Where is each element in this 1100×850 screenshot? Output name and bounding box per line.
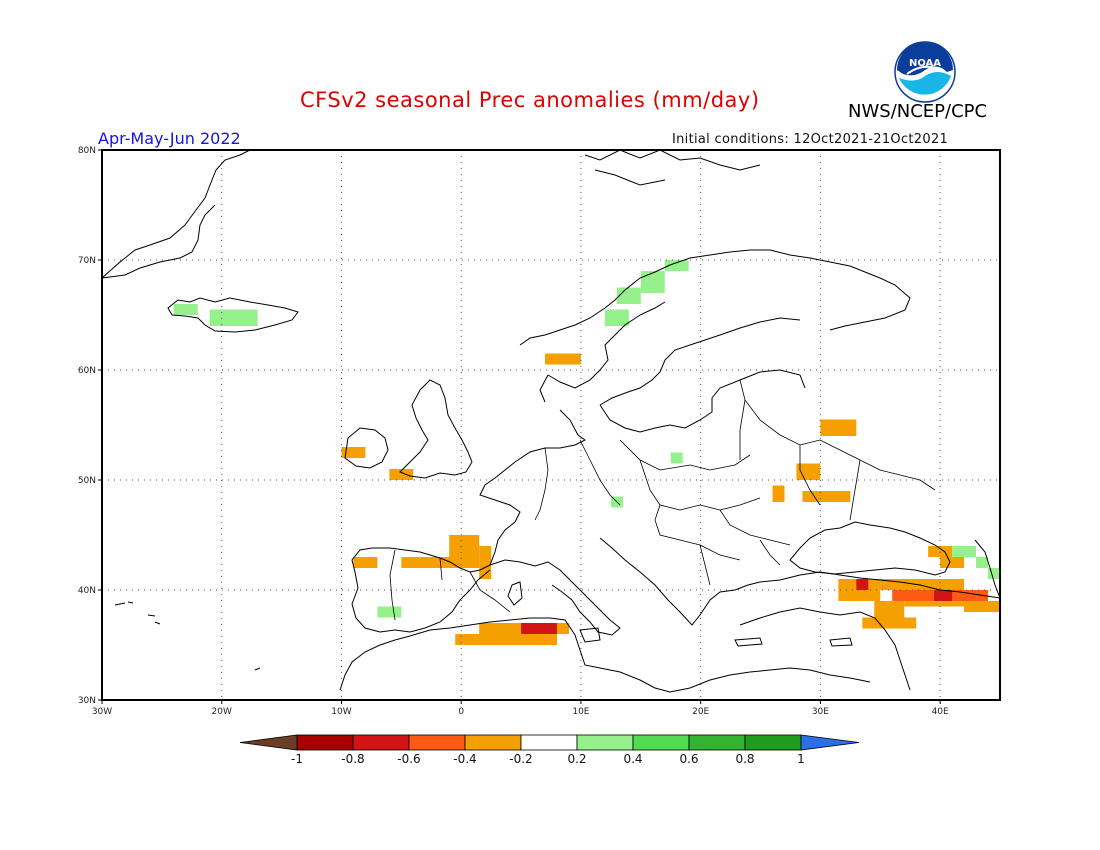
coast-baltic [599, 369, 806, 433]
anomaly-cell [353, 557, 378, 568]
country-borders [389, 379, 936, 621]
noaa-logo: NOAA [894, 41, 956, 103]
anomaly-cell [796, 463, 821, 480]
anomaly-cell [772, 485, 785, 502]
colorbar-label: -0.2 [509, 752, 532, 766]
lon-tick-label: 40E [932, 707, 949, 717]
colorbar-label: 0.8 [735, 752, 754, 766]
colorbar-segment [520, 734, 578, 751]
coast-islands [507, 581, 853, 647]
initial-conditions-label: Initial conditions: 12Oct2021-21Oct2021 [672, 132, 949, 147]
anomaly-cell [556, 623, 569, 634]
coast-north-africa [339, 617, 871, 693]
lon-tick-label: 30E [812, 707, 829, 717]
lon-tick-label: 0 [458, 707, 464, 717]
colorbar-segment [408, 734, 466, 751]
coast-ireland [344, 427, 389, 469]
colorbar-segment [576, 734, 634, 751]
colorbar: -1 -0.8 -0.6 -0.4 -0.2 0.2 0.4 0.6 0.8 1 [239, 734, 860, 766]
colorbar-label: 0.6 [679, 752, 698, 766]
anomaly-shading [173, 260, 1000, 645]
lon-tick-label: 10W [331, 707, 351, 717]
anomaly-cell [802, 491, 851, 502]
axis-ticks: 30W 20W 10W 0 10E 20E 30E 40E 80N 70N 60N 50N 40N 30N [78, 146, 949, 717]
coast-west-europe [351, 374, 586, 633]
colorbar-label: 1 [797, 752, 805, 766]
lon-tick-label: 10E [572, 707, 589, 717]
anomaly-cell [880, 579, 965, 590]
anomaly-cell [604, 309, 629, 326]
colorbar-min-arrow [239, 734, 298, 751]
colorbar-label: -0.6 [397, 752, 420, 766]
anomaly-cell [976, 557, 989, 568]
colorbar-label: -0.4 [453, 752, 476, 766]
coast-greenland [101, 149, 251, 279]
anomaly-cell [341, 447, 366, 458]
anomaly-cell [545, 353, 581, 365]
coast-britain [399, 379, 473, 479]
lat-tick-label: 60N [78, 366, 96, 376]
anomaly-cell [479, 546, 492, 568]
anomaly-cell [670, 452, 683, 464]
colorbar-segment [744, 734, 802, 751]
lat-tick-label: 40N [78, 586, 96, 596]
colorbar-segment [296, 734, 354, 751]
anomaly-cell [521, 623, 557, 634]
chart-title: CFSv2 seasonal Prec anomalies (mm/day) [300, 88, 760, 112]
anomaly-cell [664, 260, 689, 271]
anomaly-cell [455, 634, 557, 645]
anomaly-cell [934, 590, 953, 601]
coast-svalbard [584, 149, 761, 186]
anomaly-cell [377, 606, 402, 618]
lon-tick-label: 20W [212, 707, 232, 717]
lat-tick-label: 30N [78, 696, 96, 706]
colorbar-max-arrow [800, 734, 860, 751]
coastlines [101, 149, 1001, 693]
anomaly-cell [173, 304, 198, 315]
anomaly-cell [964, 601, 1000, 612]
lon-tick-label: 20E [692, 707, 709, 717]
colorbar-segment [352, 734, 410, 751]
colorbar-label: 0.4 [623, 752, 642, 766]
coast-scandinavia [519, 249, 911, 406]
anomaly-cell [862, 617, 917, 629]
colorbar-label: 0.2 [567, 752, 586, 766]
anomaly-cell [988, 568, 1000, 579]
anomaly-cell [209, 309, 258, 326]
anomaly-cell [940, 557, 965, 568]
anomaly-cell [389, 469, 414, 480]
colorbar-segment [632, 734, 690, 751]
coast-iceland [167, 297, 299, 333]
lon-tick-label: 30W [92, 707, 112, 717]
colorbar-label: -1 [291, 752, 303, 766]
coast-turkey-south [739, 607, 911, 691]
agency-label: NWS/NCEP/CPC [848, 101, 988, 122]
anomaly-cell [820, 419, 857, 436]
colorbar-segment [464, 734, 522, 751]
coast-caspian [974, 539, 1001, 599]
season-label: Apr-May-Jun 2022 [98, 129, 241, 148]
lat-tick-label: 80N [78, 146, 96, 156]
anomaly-cell [479, 623, 522, 634]
anomaly-cell [928, 546, 953, 557]
coast-azores [114, 601, 261, 671]
logo-text: NOAA [909, 58, 941, 69]
colorbar-label: -0.8 [341, 752, 364, 766]
lat-tick-label: 70N [78, 256, 96, 266]
anomaly-cell [616, 287, 641, 304]
anomaly-cell [640, 271, 665, 293]
anomaly-cell [856, 579, 869, 590]
map-frame [101, 149, 1001, 701]
anomaly-cell [952, 546, 977, 557]
colorbar-segment [688, 734, 746, 751]
coast-mediterranean-north [489, 537, 1001, 636]
coast-black-sea [789, 521, 951, 576]
lat-tick-label: 50N [78, 476, 96, 486]
